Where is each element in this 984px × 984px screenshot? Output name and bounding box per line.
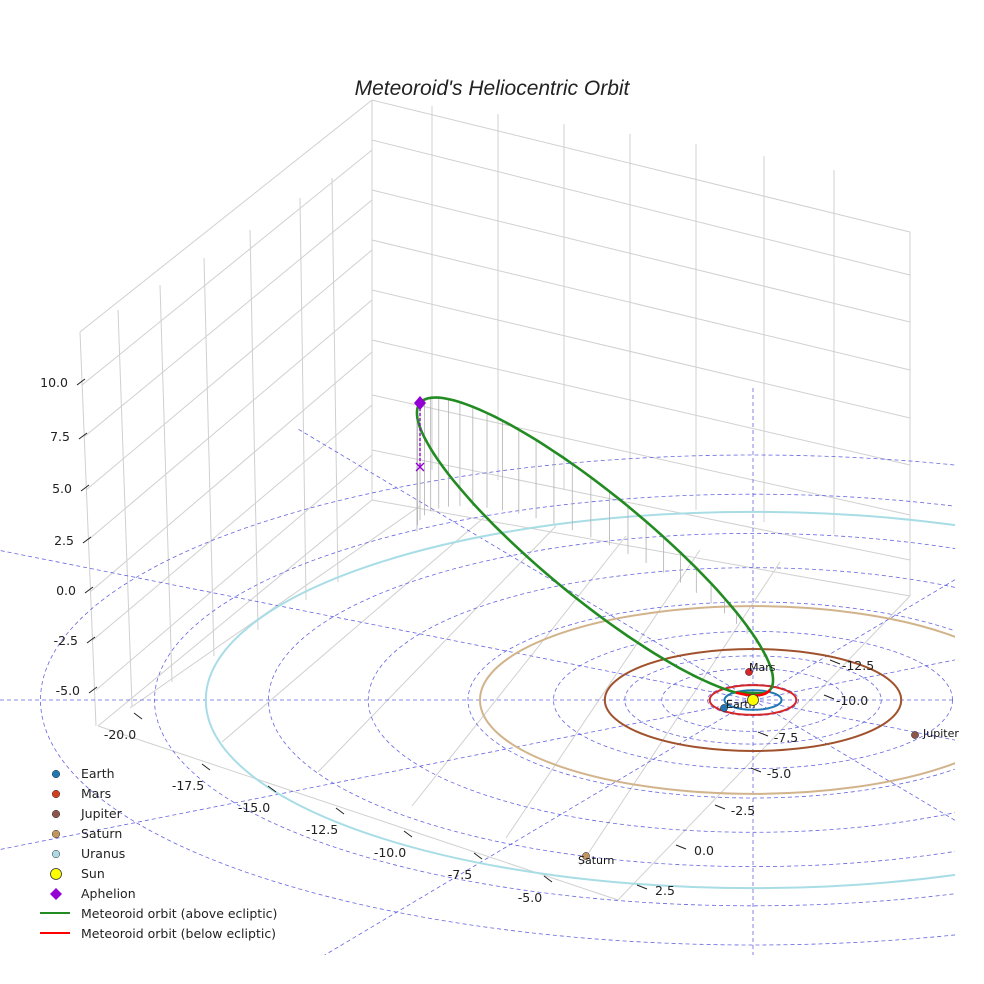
orbit-jupiter <box>603 648 903 752</box>
ecliptic-radial <box>752 699 955 741</box>
ecliptic-circle <box>268 533 955 867</box>
legend: Earth Mars Jupiter Saturn Uranus Sun Aphelion M… <box>40 766 277 941</box>
legend-marker <box>51 789 61 799</box>
ecliptic-radial <box>0 550 754 701</box>
z-tick-mark <box>80 484 90 492</box>
planet-label-jupiter: Jupiter <box>922 727 959 740</box>
meteoroid-orbit-below <box>735 689 771 697</box>
z-tick-label: 5.0 <box>52 481 72 496</box>
sun-marker <box>747 694 759 706</box>
x-tick-mark <box>133 712 143 720</box>
ecliptic-grid <box>0 386 955 955</box>
y-tick-label: -5.0 <box>767 766 791 781</box>
z-tick-mark <box>84 586 94 594</box>
x-tick-label: -17.5 <box>172 778 204 793</box>
y-tick-label: -12.5 <box>842 658 874 673</box>
chart-title: Meteoroid's Heliocentric Orbit <box>355 77 631 100</box>
planet-orbits <box>204 510 955 890</box>
orbit-saturn <box>479 605 955 795</box>
z-tick-mark <box>82 536 92 544</box>
legend-marker <box>50 868 62 880</box>
planet-label-mars: Mars <box>749 661 776 674</box>
legend-marker <box>50 888 62 900</box>
z-tick-label: -5.0 <box>56 683 80 698</box>
planet-label-saturn: Saturn <box>578 854 614 867</box>
ecliptic-radial <box>296 428 754 701</box>
legend-label: Mars <box>81 786 111 801</box>
legend-label: Sun <box>81 866 105 881</box>
ecliptic-circle <box>367 567 955 833</box>
ecliptic-radial <box>0 699 754 850</box>
z-tick-mark <box>86 636 96 644</box>
axes-box <box>79 99 911 901</box>
meteoroid-orbit-above <box>415 396 775 695</box>
legend-marker <box>51 849 61 859</box>
x-tick-label: -20.0 <box>104 727 136 742</box>
y-tick-mark <box>823 694 835 700</box>
y-tick-label: 2.5 <box>655 883 675 898</box>
x-tick-mark <box>403 830 413 838</box>
legend-label: Earth <box>81 766 115 781</box>
y-tick-mark <box>636 884 648 890</box>
y-tick-label: 0.0 <box>694 843 714 858</box>
z-tick-label: 2.5 <box>54 533 74 548</box>
z-tick-mark <box>78 432 88 440</box>
planet-saturn <box>582 852 590 860</box>
orbit-drop-lines <box>416 397 774 679</box>
z-tick-label: 0.0 <box>56 583 76 598</box>
axis-ticks: 10.0 7.5 5.0 2.5 0.0 -2.5 -5.0 -20.0 -17.5 -15.0 -… <box>40 375 874 905</box>
aphelion-marker <box>414 396 426 410</box>
legend-marker <box>51 829 61 839</box>
legend-label: Meteoroid orbit (below ecliptic) <box>81 926 276 941</box>
x-tick-mark <box>543 875 553 883</box>
z-tick-label: 7.5 <box>50 429 70 444</box>
aphelion-projection-mark <box>415 462 425 472</box>
planet-mars <box>745 668 753 676</box>
legend-label: Saturn <box>81 826 122 841</box>
meteoroid-orbit <box>414 396 775 697</box>
y-tick-label: -2.5 <box>731 803 755 818</box>
planet-jupiter <box>911 731 919 739</box>
x-tick-label: -10.0 <box>374 845 406 860</box>
y-tick-label: -7.5 <box>774 730 798 745</box>
planet-earth <box>720 704 728 712</box>
y-tick-label: -10.0 <box>836 693 868 708</box>
z-tick-label: -2.5 <box>54 633 78 648</box>
ecliptic-radial <box>752 659 955 701</box>
z-tick-mark <box>88 686 98 694</box>
legend-marker <box>51 769 61 779</box>
orbit-mars <box>708 684 798 716</box>
orbit-earth <box>723 689 783 711</box>
y-tick-mark <box>829 659 841 665</box>
legend-marker <box>51 809 61 819</box>
legend-label: Meteoroid orbit (above ecliptic) <box>81 906 277 921</box>
x-tick-label: -15.0 <box>238 800 270 815</box>
orbit-uranus <box>204 510 955 890</box>
z-tick-label: 10.0 <box>40 375 68 390</box>
z-tick-mark <box>76 378 86 386</box>
y-tick-mark <box>714 804 726 810</box>
ecliptic-radial <box>324 699 754 955</box>
x-tick-mark <box>335 807 345 815</box>
y-tick-mark <box>750 767 762 773</box>
x-tick-mark <box>201 763 211 771</box>
y-tick-mark <box>757 731 769 737</box>
x-tick-label: -7.5 <box>448 867 472 882</box>
legend-label: Jupiter <box>80 806 123 821</box>
legend-label: Uranus <box>81 846 125 861</box>
x-tick-mark <box>473 852 483 860</box>
y-tick-mark <box>675 844 687 850</box>
x-tick-mark <box>267 785 277 793</box>
legend-label: Aphelion <box>81 886 136 901</box>
x-tick-label: -5.0 <box>518 890 542 905</box>
x-tick-label: -12.5 <box>306 822 338 837</box>
